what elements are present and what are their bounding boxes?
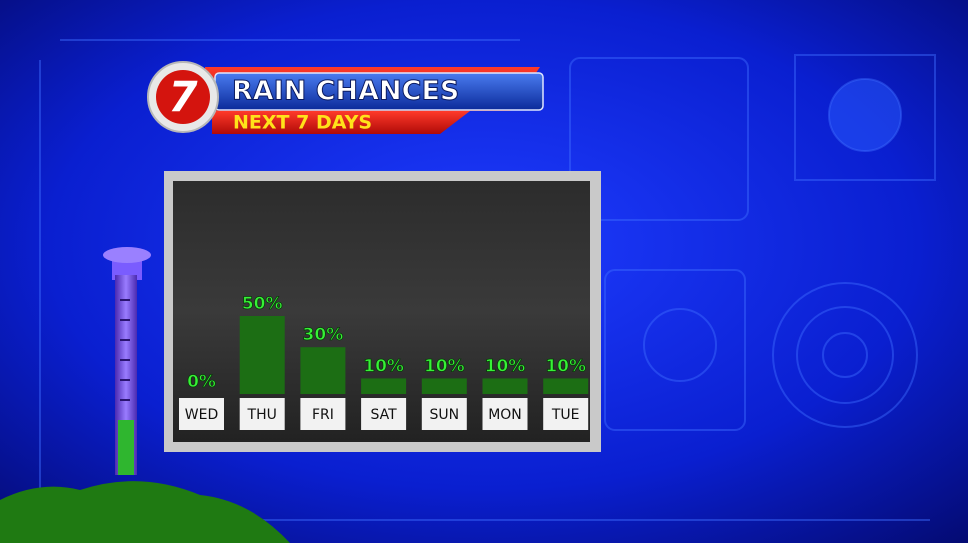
value-label: 10% [545, 356, 586, 376]
bar [421, 378, 467, 394]
logo-disc [156, 70, 210, 124]
plot: 0% WED 50% THU 30% FRI 10% SAT 10% SUN 10% MON 10% TU… [179, 294, 589, 430]
value-label: 50% [242, 294, 283, 314]
day-box [421, 398, 467, 430]
day-box [543, 398, 589, 430]
x-tick-label: FRI [312, 407, 334, 423]
x-tick-label: SAT [370, 407, 397, 423]
bar [543, 378, 589, 394]
value-label: 10% [424, 356, 465, 376]
day-box [239, 398, 285, 430]
x-tick-label: MON [488, 407, 522, 423]
value-label: 10% [363, 356, 404, 376]
value-label: 0% [187, 372, 216, 392]
day-box [179, 398, 224, 430]
x-tick-label: SUN [429, 407, 459, 423]
logo: 7 [168, 73, 198, 122]
subtitle-bar [212, 111, 470, 134]
day-box [361, 398, 407, 430]
chart-subtitle: NEXT 7 DAYS [233, 112, 372, 134]
x-tick-label: THU [247, 407, 277, 423]
x-tick-label: WED [185, 407, 218, 423]
day-box [300, 398, 346, 430]
value-label: 10% [485, 356, 526, 376]
chart-title: RAIN CHANCES [232, 76, 459, 107]
day-box [482, 398, 528, 430]
rain-gauge [103, 247, 151, 475]
grass [0, 481, 290, 543]
bar [300, 347, 346, 394]
bar [239, 316, 285, 394]
x-tick-label: TUE [551, 407, 580, 423]
bar [482, 378, 528, 394]
value-label: 30% [303, 325, 344, 345]
header: 7 RAIN CHANCES NEXT 7 DAYS [147, 61, 544, 134]
bar [361, 378, 407, 394]
